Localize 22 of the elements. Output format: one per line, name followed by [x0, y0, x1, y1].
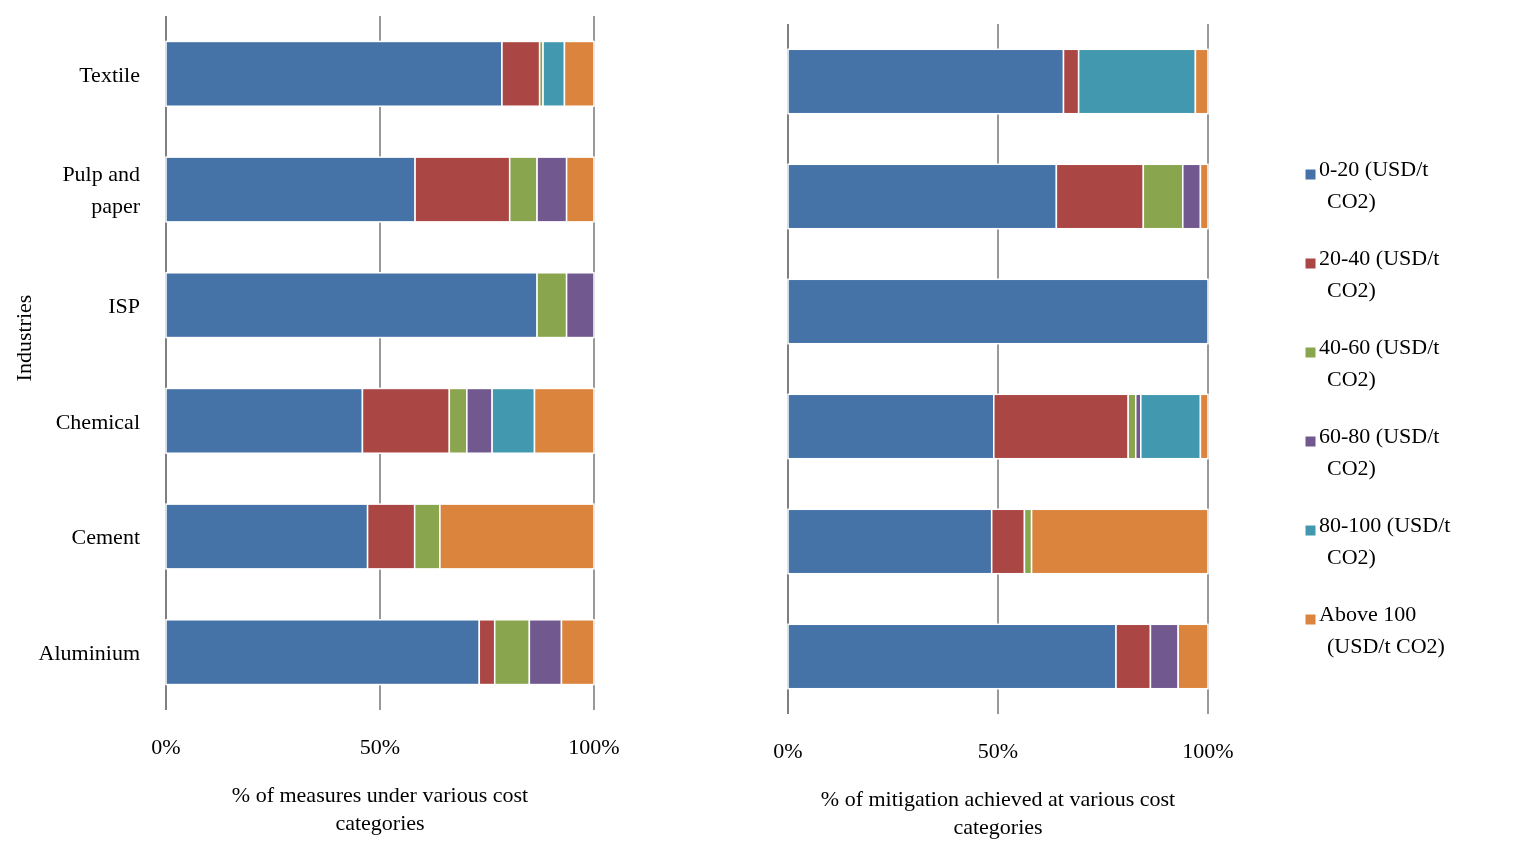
x-tick-label: 50%	[977, 738, 1019, 763]
x-axis-title: % of measures under various cost categories	[231, 782, 529, 835]
x-tick-label: 50%	[359, 734, 401, 759]
y-tick-label: Aluminium	[38, 639, 140, 665]
y-tick-label: Chemical	[55, 408, 140, 434]
bar	[787, 278, 1209, 345]
legend-label: Above 100 (USD/t CO2)	[1319, 600, 1445, 658]
y-axis-title: Industries	[11, 294, 36, 382]
y-tick-label: Pulp and paper	[62, 161, 141, 219]
y-tick-label: ISP	[108, 292, 140, 318]
legend-label: 20-40 (USD/t CO2)	[1319, 244, 1440, 302]
legend-label: 80-100 (USD/t CO2)	[1319, 511, 1451, 569]
legend-label: 60-80 (USD/t CO2)	[1319, 422, 1440, 480]
legend-label: 0-20 (USD/t CO2)	[1319, 155, 1429, 213]
x-tick-label: 100%	[1182, 738, 1234, 763]
y-tick-label: Cement	[71, 524, 140, 550]
y-tick-label: Textile	[79, 61, 140, 87]
x-tick-label: 100%	[568, 734, 620, 759]
x-tick-label: 0%	[151, 734, 181, 759]
legend-label: 40-60 (USD/t CO2)	[1319, 333, 1440, 391]
x-axis-title: % of mitigation achieved at various cost categories	[820, 786, 1176, 839]
x-tick-label: 0%	[773, 738, 803, 763]
